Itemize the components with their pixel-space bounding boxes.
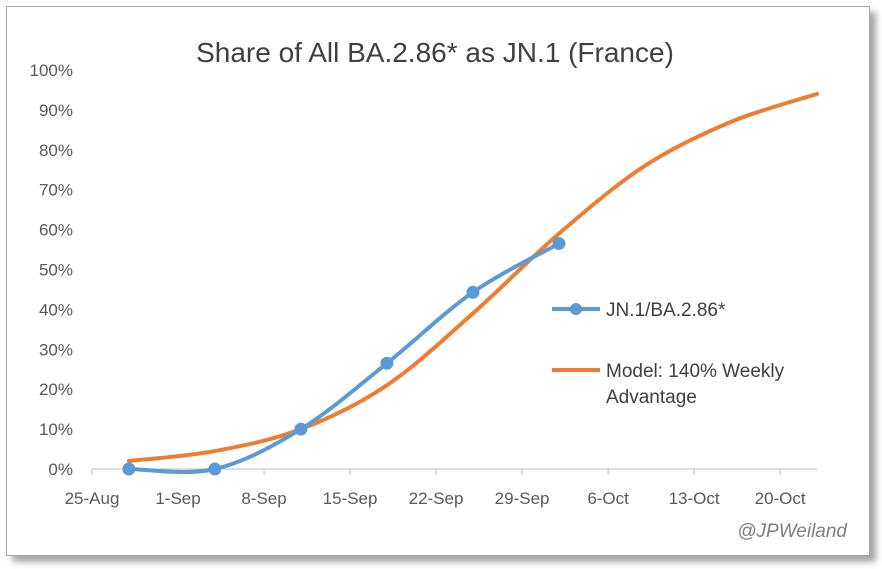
x-tick-label: 8-Sep	[241, 489, 286, 508]
data-point-jn1	[208, 462, 222, 476]
legend: JN.1/BA.2.86* Model: 140% Weekly Advantage	[552, 300, 785, 408]
legend-label-jn1: JN.1/BA.2.86*	[606, 300, 726, 321]
y-tick-label: 40%	[39, 300, 73, 319]
data-point-jn1	[466, 285, 480, 299]
y-tick-label: 30%	[39, 340, 73, 359]
x-tick-label: 25-Aug	[65, 489, 120, 508]
y-tick-label: 70%	[39, 181, 73, 200]
x-tick-label: 29-Sep	[495, 489, 550, 508]
legend-label-model: Advantage	[606, 387, 697, 408]
y-tick-label: 60%	[39, 221, 73, 240]
data-point-jn1	[122, 462, 136, 476]
legend-label-model: Model: 140% Weekly	[606, 361, 785, 382]
y-tick-label: 90%	[39, 101, 73, 120]
legend-marker-jn1	[570, 303, 582, 315]
data-point-jn1	[294, 422, 308, 436]
x-tick-label: 6-Oct	[587, 489, 629, 508]
series-model	[126, 91, 819, 464]
data-point-jn1	[380, 356, 394, 370]
x-axis: 25-Aug 1-Sep 8-Sep 15-Sep 22-Sep 29-Sep 6-Oct 1…	[65, 468, 817, 508]
x-tick-label: 13-Oct	[669, 489, 720, 508]
data-point-jn1	[552, 237, 566, 251]
x-tick-label: 15-Sep	[323, 489, 378, 508]
series-jn1	[122, 237, 566, 476]
x-tick-label: 20-Oct	[755, 489, 806, 508]
x-tick-label: 1-Sep	[155, 489, 200, 508]
series-line-model	[126, 91, 819, 464]
y-tick-label: 50%	[39, 261, 73, 280]
x-tick-label: 22-Sep	[409, 489, 464, 508]
series-line-jn1	[126, 241, 561, 474]
chart-title: Share of All BA.2.86* as JN.1 (France)	[196, 37, 674, 68]
y-tick-label: 10%	[39, 420, 73, 439]
credit-label: @JPWeiland	[737, 521, 848, 542]
chart-frame: Share of All BA.2.86* as JN.1 (France) 0…	[6, 6, 870, 556]
y-axis: 0% 10% 20% 30% 40% 50% 60% 70% 80% 90% 100%	[30, 61, 73, 479]
y-tick-label: 20%	[39, 380, 73, 399]
series-layer	[122, 91, 819, 476]
chart-svg: Share of All BA.2.86* as JN.1 (France) 0…	[30, 37, 849, 542]
y-tick-label: 0%	[48, 460, 73, 479]
y-tick-label: 80%	[39, 141, 73, 160]
y-tick-label: 100%	[30, 61, 73, 80]
